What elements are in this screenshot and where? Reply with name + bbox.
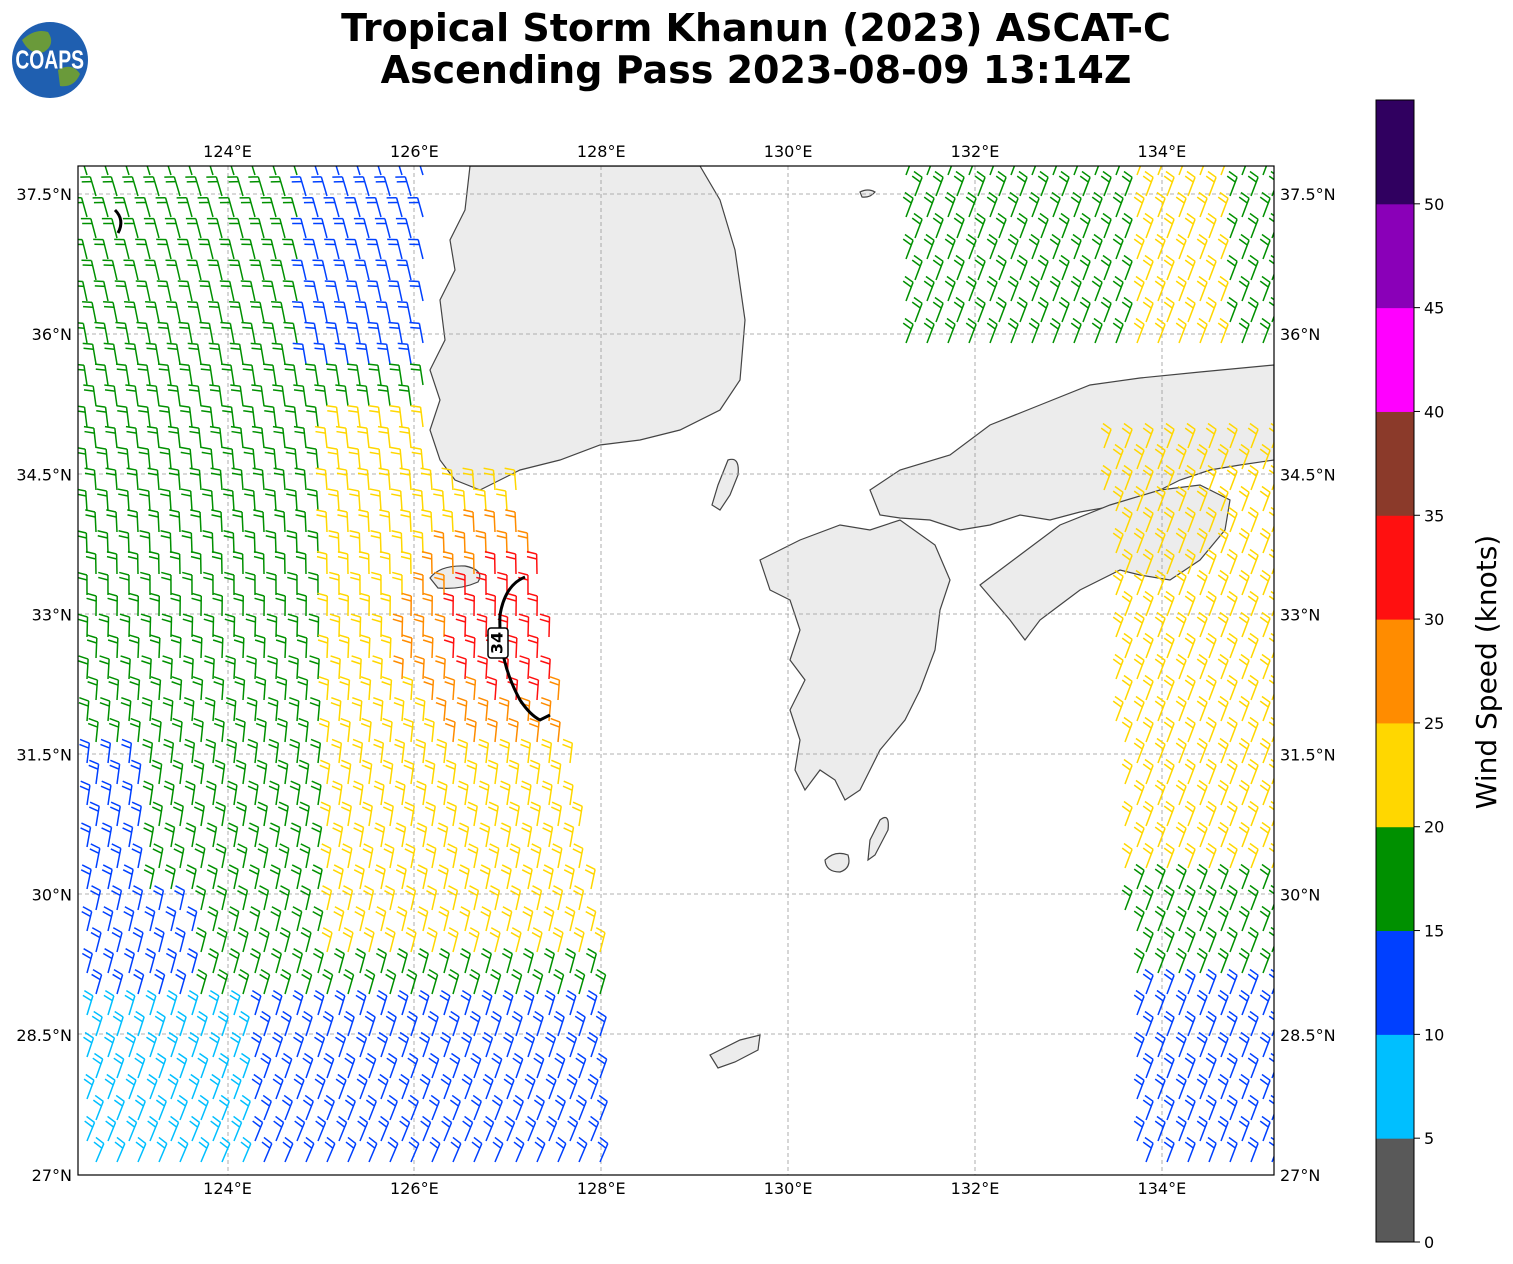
- wind-34kt-contour: [498, 575, 551, 722]
- colorbar-frame: [1375, 99, 1415, 1243]
- colorbar-tick-label: 35: [1424, 506, 1444, 525]
- shikoku-island: [979, 484, 1231, 641]
- x-tick-label: 130°E: [764, 142, 813, 161]
- tsushima-island: [711, 458, 739, 511]
- y-tick-label: 28.5°N: [1280, 1026, 1336, 1045]
- colorbar-tick-label: 15: [1424, 922, 1444, 941]
- x-tick-label: 132°E: [951, 1179, 1000, 1198]
- korea-peninsula: [429, 166, 746, 491]
- y-tick-label: 33°N: [32, 605, 72, 624]
- colorbar-label: Wind Speed (knots): [1470, 535, 1503, 809]
- colorbar-segment: [1376, 307, 1414, 412]
- logo-text: COAPS: [15, 45, 84, 75]
- colorbar-tick-label: 50: [1424, 195, 1444, 214]
- x-tick-label: 132°E: [951, 142, 1000, 161]
- globe-land-shape: [22, 31, 80, 87]
- x-tick-label: 128°E: [577, 1179, 626, 1198]
- tanegashima-island: [867, 817, 889, 862]
- y-tick-label: 37.5°N: [1280, 185, 1336, 204]
- y-tick-label: 27°N: [1280, 1166, 1320, 1185]
- colorbar-segment: [1376, 826, 1414, 932]
- y-tick-label: 31.5°N: [1280, 746, 1336, 765]
- colorbar: [1375, 99, 1415, 1243]
- colorbar-ticks: 0 5 10 15 20 25 30 35 40 45 50: [1414, 195, 1444, 1252]
- y-tick-label: 34.5°N: [16, 465, 72, 484]
- yakushima-island: [824, 852, 850, 873]
- wind-barbs: [78, 166, 1274, 1163]
- y-tick-label: 30°N: [1280, 886, 1320, 905]
- y-tick-label: 36°N: [32, 325, 72, 344]
- colorbar-tick-label: 5: [1424, 1129, 1434, 1148]
- colorbar-segment: [1376, 930, 1414, 1035]
- x-tick-label: 134°E: [1138, 142, 1187, 161]
- x-tick-label: 130°E: [764, 1179, 813, 1198]
- y-axis-right-ticks: 27°N 28.5°N 30°N 31.5°N 33°N 34.5°N 36°N 37.5°N: [1280, 185, 1336, 1185]
- contour-label: 34: [487, 627, 509, 659]
- map-area: 34: [78, 166, 1274, 1175]
- y-axis-left-ticks: 27°N 28.5°N 30°N 31.5°N 33°N 34.5°N 36°N 37.5°N: [16, 185, 72, 1185]
- colorbar-segment: [1376, 619, 1414, 724]
- colorbar-segment: [1376, 1034, 1414, 1139]
- coaps-logo: COAPS: [12, 22, 88, 98]
- y-tick-label: 31.5°N: [16, 746, 72, 765]
- small-island-east: [859, 189, 876, 198]
- x-tick-label: 124°E: [203, 142, 252, 161]
- y-tick-label: 37.5°N: [16, 185, 72, 204]
- colorbar-tick-label: 25: [1424, 714, 1444, 733]
- x-tick-label: 128°E: [577, 142, 626, 161]
- x-axis-bottom-ticks: 124°E 126°E 128°E 130°E 132°E 134°E: [203, 1179, 1186, 1198]
- colorbar-segment: [1376, 515, 1414, 620]
- contour-label-text: 34: [488, 632, 507, 654]
- x-tick-label: 126°E: [390, 1179, 439, 1198]
- kyushu-island: [759, 519, 951, 801]
- colorbar-segment: [1376, 411, 1414, 516]
- y-tick-label: 33°N: [1280, 605, 1320, 624]
- x-axis-top-ticks: 124°E 126°E 128°E 130°E 132°E 134°E: [203, 142, 1186, 161]
- y-tick-label: 28.5°N: [16, 1026, 72, 1045]
- wind-34kt-contour-small: [113, 208, 123, 234]
- colorbar-tick-label: 40: [1424, 402, 1444, 421]
- colorbar-tick-label: 0: [1424, 1233, 1434, 1252]
- x-tick-label: 124°E: [203, 1179, 252, 1198]
- chart-title-line1: Tropical Storm Khanun (2023) ASCAT-C: [341, 6, 1171, 50]
- y-tick-label: 27°N: [32, 1166, 72, 1185]
- colorbar-tick-label: 20: [1424, 818, 1444, 837]
- amami-island: [709, 1034, 761, 1069]
- colorbar-tick-label: 45: [1424, 299, 1444, 318]
- x-tick-label: 126°E: [390, 142, 439, 161]
- y-tick-label: 30°N: [32, 886, 72, 905]
- colorbar-segment: [1376, 1138, 1414, 1243]
- y-tick-label: 36°N: [1280, 325, 1320, 344]
- colorbar-segment: [1376, 203, 1414, 309]
- colorbar-segment: [1376, 100, 1414, 205]
- honshu-island: [869, 364, 1274, 531]
- x-tick-label: 134°E: [1138, 1179, 1187, 1198]
- colorbar-tick-label: 30: [1424, 610, 1444, 629]
- chart-title-line2: Ascending Pass 2023-08-09 13:14Z: [381, 48, 1132, 92]
- colorbar-tick-label: 10: [1424, 1025, 1444, 1044]
- y-tick-label: 34.5°N: [1280, 465, 1336, 484]
- map-frame: [77, 165, 1275, 1176]
- colorbar-segment: [1376, 722, 1414, 828]
